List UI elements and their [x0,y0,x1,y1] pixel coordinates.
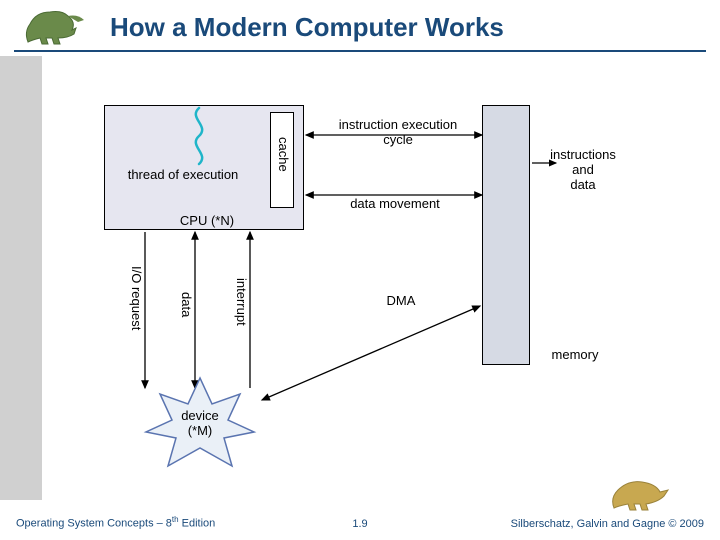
io-request-label: I/O request [128,266,143,330]
instr-exec-label: instruction execution cycle [323,118,473,148]
footer-right: Silberschatz, Galvin and Gagne © 2009 [511,518,704,530]
dma-label: DMA [376,294,426,309]
device-label: device (*M) [172,409,228,439]
interrupt-label: interrupt [233,278,248,326]
data-move-label: data movement [340,197,450,212]
dinosaur-bottom-icon [608,474,686,514]
data-label: data [178,292,193,317]
arrows-svg [0,0,720,500]
